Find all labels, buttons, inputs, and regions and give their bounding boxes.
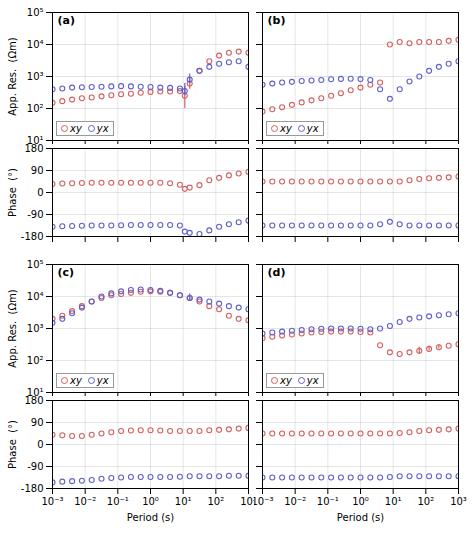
svg-text:10²: 10² [207, 496, 224, 507]
svg-text:10³: 10³ [27, 71, 44, 82]
svg-text:10⁻²: 10⁻² [284, 496, 306, 507]
svg-text:10¹: 10¹ [385, 496, 402, 507]
svg-text:-90: -90 [27, 461, 43, 472]
html-text:yx: yx [96, 375, 109, 386]
html-text:yx: yx [96, 123, 109, 134]
svg-text:Phase (°): Phase (°) [7, 168, 18, 217]
svg-text:90: 90 [31, 417, 44, 428]
svg-text:10⁻²: 10⁻² [74, 496, 96, 507]
html-text:xy: xy [70, 123, 82, 134]
svg-text:Phase (°): Phase (°) [7, 420, 18, 469]
html-text:xy: xy [70, 375, 82, 386]
svg-text:(a): (a) [58, 14, 75, 27]
svg-text:10¹: 10¹ [27, 387, 44, 396]
svg-text:10⁻¹: 10⁻¹ [107, 496, 129, 507]
svg-text:App. Res. (Ωm): App. Res. (Ωm) [7, 37, 18, 116]
html-text:yx: yx [306, 123, 319, 134]
svg-text:10⁻¹: 10⁻¹ [317, 496, 339, 507]
svg-text:10⁴: 10⁴ [27, 39, 44, 50]
svg-text:180: 180 [24, 396, 43, 406]
svg-text:10³: 10³ [450, 496, 467, 507]
svg-text:10⁵: 10⁵ [27, 259, 44, 270]
svg-text:-90: -90 [27, 209, 43, 220]
svg-text:10⁰: 10⁰ [142, 496, 159, 507]
svg-text:0: 0 [37, 187, 43, 198]
svg-text:10⁰: 10⁰ [352, 496, 369, 507]
html-text:yx: yx [306, 375, 319, 386]
svg-text:10⁻³: 10⁻³ [254, 496, 274, 507]
svg-text:-180: -180 [21, 483, 44, 494]
svg-text:10¹: 10¹ [175, 496, 192, 507]
svg-text:10⁻³: 10⁻³ [41, 496, 63, 507]
svg-text:10⁴: 10⁴ [27, 291, 44, 302]
svg-text:-180: -180 [21, 231, 44, 242]
svg-text:10²: 10² [27, 355, 44, 366]
svg-text:10³: 10³ [240, 496, 254, 507]
svg-text:10³: 10³ [27, 323, 44, 334]
svg-text:10⁵: 10⁵ [27, 7, 44, 18]
svg-text:(b): (b) [268, 14, 286, 27]
svg-text:0: 0 [37, 439, 43, 450]
svg-text:180: 180 [24, 144, 43, 154]
svg-text:10¹: 10¹ [27, 135, 44, 144]
svg-text:10²: 10² [27, 103, 44, 114]
html-text:xy: xy [280, 375, 292, 386]
svg-text:10²: 10² [417, 496, 434, 507]
svg-text:App. Res. (Ωm): App. Res. (Ωm) [7, 289, 18, 368]
svg-text:90: 90 [31, 165, 44, 176]
html-text:xy: xy [280, 123, 292, 134]
svg-text:Period (s): Period (s) [337, 512, 384, 523]
svg-text:(c): (c) [58, 266, 75, 279]
svg-text:Period (s): Period (s) [127, 512, 174, 523]
svg-text:(d): (d) [268, 266, 286, 279]
